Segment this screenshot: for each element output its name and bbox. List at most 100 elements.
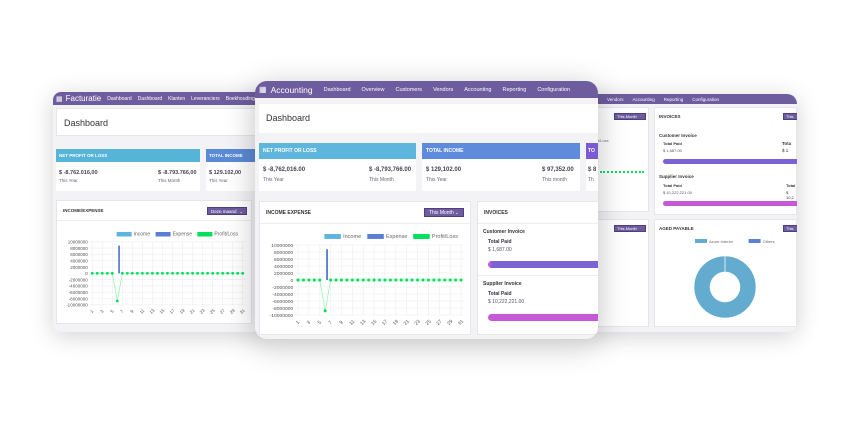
legend-label: Income bbox=[343, 234, 361, 240]
profit-loss-point bbox=[241, 271, 245, 275]
nav-item[interactable]: Dashboard bbox=[137, 95, 163, 102]
nav-item[interactable]: Reporting bbox=[663, 96, 684, 102]
kpi-net-profit: NET PROFIT OR LOSS $ -8,762,016.00 This … bbox=[259, 143, 416, 191]
legend-swatch bbox=[413, 234, 430, 239]
nav-item-accounting[interactable]: Accounting bbox=[464, 86, 492, 93]
nav-item[interactable]: Boekhouding bbox=[225, 95, 255, 102]
nav-item-reporting[interactable]: Reporting bbox=[502, 86, 527, 93]
top-nav: ▦ Facturatie Dashboard Dashboard Klanten… bbox=[53, 92, 268, 105]
x-tick-label: 19 bbox=[392, 319, 400, 327]
title-card: Dashboard bbox=[259, 104, 598, 133]
nav-item[interactable]: Configuration bbox=[692, 96, 720, 102]
period-select-value: This bbox=[786, 114, 794, 119]
customer-invoice-bar bbox=[663, 159, 797, 164]
total-paid-label: Tota bbox=[782, 141, 792, 146]
nav-item-configuration[interactable]: Configuration bbox=[537, 86, 571, 93]
panel-title: INVOICES bbox=[659, 114, 681, 119]
supplier-invoice-label: Supplier Invoice bbox=[483, 281, 522, 287]
total-paid-value: $ 1 bbox=[782, 148, 789, 153]
y-tick-label: -4000000 bbox=[272, 292, 293, 298]
x-tick-label: 3 bbox=[99, 308, 105, 314]
profit-loss-point bbox=[161, 271, 164, 275]
invoices-panel: INVOICES This Customer Invoice Total Pai… bbox=[654, 107, 797, 215]
profit-loss-point bbox=[367, 278, 371, 282]
period-select[interactable]: This Month ⌄ bbox=[424, 208, 464, 217]
nav-item[interactable]: Accounting bbox=[632, 96, 655, 102]
y-tick-label: -2000000 bbox=[272, 285, 293, 291]
nav-item[interactable]: Klanten bbox=[168, 95, 186, 102]
nav-item-dashboard[interactable]: Dashboard bbox=[323, 86, 351, 93]
period-select[interactable]: This bbox=[783, 225, 797, 232]
kpi-year-label: This Year bbox=[263, 177, 284, 183]
x-tick-label: 27 bbox=[219, 308, 226, 315]
bar-expense bbox=[326, 249, 329, 280]
profit-loss-point bbox=[125, 271, 129, 275]
aged-payable-donut-chart: Azure Interior Others bbox=[693, 239, 775, 319]
x-tick-label: 31 bbox=[239, 308, 246, 315]
profit-loss-point bbox=[383, 278, 387, 282]
top-nav: ▦ Accounting Dashboard Overview Customer… bbox=[255, 81, 598, 98]
x-tick-label: 29 bbox=[446, 319, 454, 327]
period-select[interactable]: This bbox=[783, 113, 797, 120]
kpi-header: TOTAL INCOME bbox=[206, 149, 266, 162]
panel-title: AGED PAYABLE bbox=[659, 226, 694, 231]
y-tick-label: 4000000 bbox=[70, 258, 88, 263]
profit-loss-point bbox=[410, 278, 414, 282]
customer-invoice-label: Customer Invoice bbox=[659, 133, 697, 138]
chevron-down-icon: ⌄ bbox=[454, 210, 459, 216]
total-paid-label: Total Paid bbox=[663, 183, 682, 188]
profit-loss-point bbox=[388, 278, 392, 282]
profit-loss-point bbox=[301, 278, 305, 282]
total-paid-value: $ 10,2 bbox=[786, 190, 794, 200]
profit-loss-point bbox=[296, 278, 300, 282]
profit-loss-point bbox=[120, 271, 124, 275]
profit-loss-point bbox=[115, 299, 119, 303]
x-tick-label: 23 bbox=[414, 319, 422, 327]
nav-item[interactable]: Leveranciers bbox=[191, 95, 220, 102]
profit-loss-point bbox=[350, 278, 354, 282]
apps-icon[interactable]: ▦ bbox=[259, 85, 267, 94]
top-nav: Vendors Accounting Reporting Configurati… bbox=[585, 94, 797, 104]
profit-loss-point bbox=[454, 278, 458, 282]
profit-loss-point bbox=[171, 271, 174, 275]
period-select-value: Deze maand bbox=[211, 209, 237, 214]
nav-item-overview[interactable]: Overview bbox=[361, 86, 385, 93]
profit-loss-point bbox=[206, 271, 210, 275]
y-tick-label: -8000000 bbox=[272, 306, 293, 312]
profit-loss-point bbox=[405, 278, 409, 282]
right-window: Vendors Accounting Reporting Configurati… bbox=[585, 94, 797, 332]
chevron-down-icon: ⌄ bbox=[239, 209, 243, 214]
legend-swatch bbox=[695, 239, 707, 243]
y-tick-label: 2000000 bbox=[70, 265, 88, 270]
nav-item-customers[interactable]: Customers bbox=[395, 86, 423, 93]
nav-item[interactable]: Vendors bbox=[607, 96, 624, 102]
panel-title: INCOME EXPENSE bbox=[266, 210, 312, 216]
kpi-year-value: $ 129.102,00 bbox=[209, 170, 242, 176]
legend-label: Expense bbox=[173, 232, 193, 238]
profit-loss-point bbox=[166, 271, 169, 275]
period-select[interactable]: This Month bbox=[614, 225, 646, 232]
panel-title: INCOME/EXPENSE bbox=[63, 208, 104, 213]
profit-loss-point bbox=[156, 271, 159, 275]
kpi-month-value: $ 97,352.00 bbox=[542, 167, 574, 173]
main-window: ▦ Accounting Dashboard Overview Customer… bbox=[255, 81, 598, 339]
profit-loss-point bbox=[105, 271, 109, 275]
legend-label: Profit/Loss bbox=[214, 232, 238, 238]
x-tick-label: 17 bbox=[169, 308, 176, 315]
y-tick-label: 0 bbox=[291, 278, 294, 284]
profit-loss-point bbox=[236, 271, 240, 275]
period-select-value: This bbox=[786, 226, 794, 231]
period-select[interactable]: Deze maand ⌄ bbox=[207, 207, 247, 215]
apps-icon[interactable]: ▦ bbox=[56, 95, 63, 103]
x-tick-label: 25 bbox=[209, 308, 216, 315]
profit-loss-point bbox=[448, 278, 452, 282]
title-card: Dashboard bbox=[56, 108, 268, 136]
kpi-header: TO bbox=[586, 143, 598, 159]
nav-item-vendors[interactable]: Vendors bbox=[433, 86, 454, 93]
profit-loss-point bbox=[345, 278, 349, 282]
kpi-year-label: This Year bbox=[59, 178, 78, 183]
legend-label: Income bbox=[134, 232, 151, 238]
supplier-invoice-bar bbox=[488, 314, 598, 321]
period-select[interactable]: This Month bbox=[614, 113, 646, 120]
nav-item[interactable]: Dashboard bbox=[107, 95, 132, 102]
